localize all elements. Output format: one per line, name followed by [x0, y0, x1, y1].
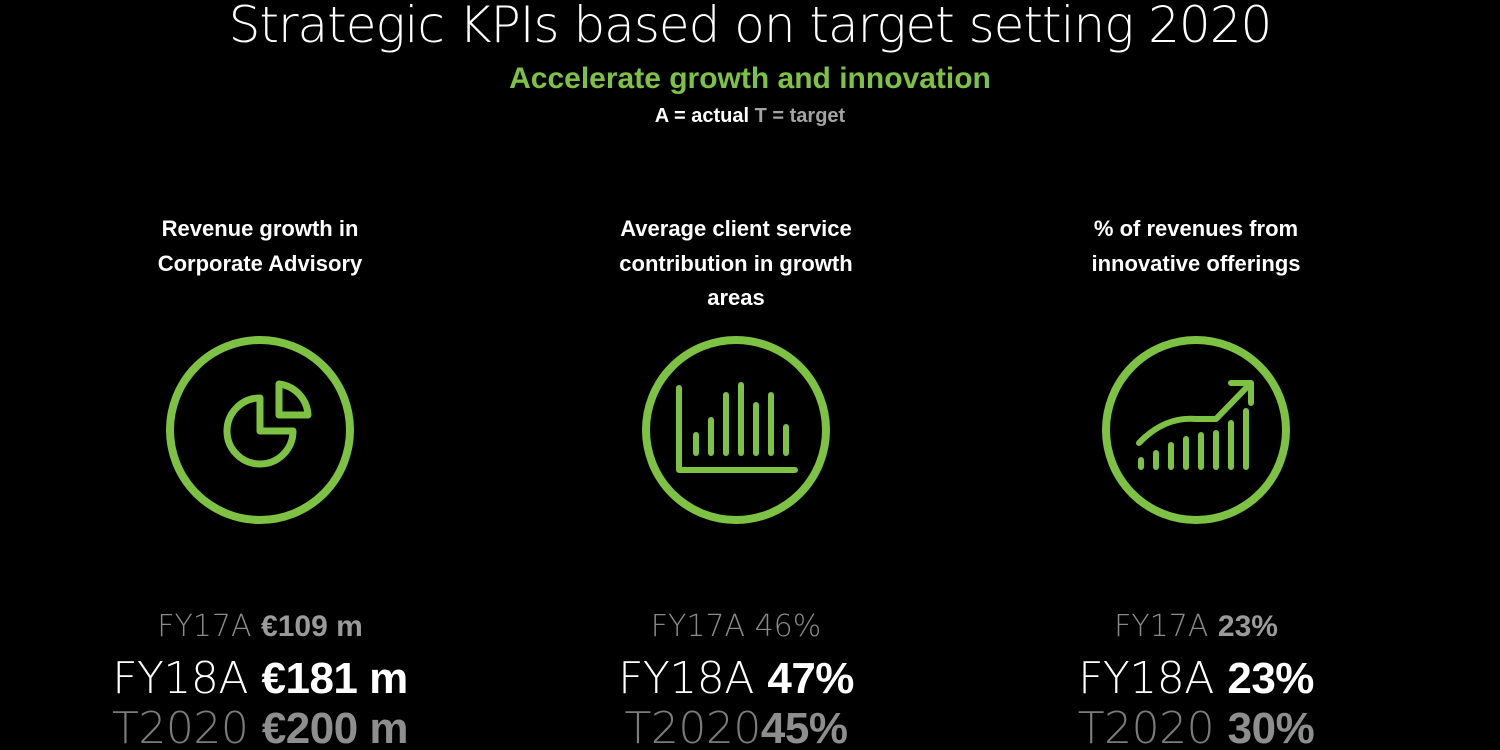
kpi-heading: Average client service contribution in g… [619, 216, 853, 310]
page-title: Strategic KPIs based on target setting 2… [228, 0, 1273, 54]
kpi-innovative-offerings: % of revenues from innovative offerings … [986, 212, 1406, 750]
kpi-heading: % of revenues from innovative offerings [1091, 216, 1301, 276]
kpi-fy18: FY18A €181 m [112, 653, 408, 704]
kpi-fy18: FY18A 47% [618, 653, 854, 704]
bar-chart-icon [642, 336, 830, 524]
kpi-t2020: T202045% [624, 703, 848, 750]
legend-target: T = target [754, 105, 846, 127]
kpi-heading: Revenue growth in Corporate Advisory [157, 216, 363, 276]
kpi-client-service-contribution: Average client service contribution in g… [526, 212, 946, 750]
kpi-t2020: T2020 30% [1077, 703, 1315, 750]
kpi-fy17: FY17A €109 m [157, 609, 363, 644]
kpi-revenue-growth: Revenue growth in Corporate Advisory FY1… [50, 212, 470, 750]
kpi-fy17: FY17A 46% [650, 609, 822, 644]
legend-actual: A = actual [654, 105, 750, 127]
kpi-fy18: FY18A 23% [1078, 653, 1314, 704]
legend: A = actual T = target [0, 103, 1500, 129]
page-subtitle: Accelerate growth and innovation [509, 62, 991, 95]
growth-chart-icon [1102, 336, 1290, 524]
kpi-fy17: FY17A 23% [1114, 609, 1278, 644]
pie-chart-icon [166, 336, 354, 524]
kpi-t2020: T2020 €200 m [111, 703, 409, 750]
